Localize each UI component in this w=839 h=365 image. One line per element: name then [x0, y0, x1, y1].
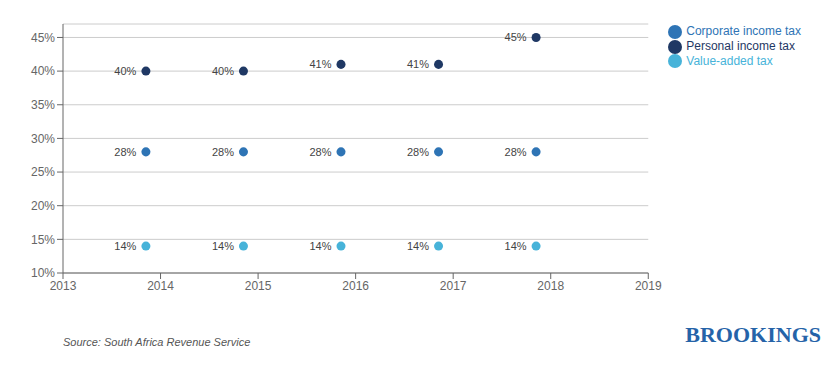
svg-text:45%: 45% [31, 31, 55, 45]
svg-text:28%: 28% [212, 146, 234, 158]
svg-text:14%: 14% [114, 240, 136, 252]
svg-text:40%: 40% [114, 65, 136, 77]
svg-text:2013: 2013 [50, 279, 77, 293]
svg-text:28%: 28% [114, 146, 136, 158]
svg-text:2015: 2015 [245, 279, 272, 293]
svg-text:41%: 41% [309, 58, 331, 70]
svg-text:41%: 41% [407, 58, 429, 70]
svg-text:14%: 14% [309, 240, 331, 252]
svg-text:10%: 10% [31, 266, 55, 280]
svg-text:40%: 40% [31, 64, 55, 78]
svg-text:45%: 45% [505, 31, 527, 43]
svg-text:35%: 35% [31, 98, 55, 112]
svg-text:40%: 40% [212, 65, 234, 77]
html-text:Value-added tax: Value-added tax [686, 53, 773, 68]
svg-text:14%: 14% [505, 240, 527, 252]
svg-text:30%: 30% [31, 132, 55, 146]
html-text:Personal income tax: Personal income tax [686, 38, 795, 53]
html-text:BROOKINGS: BROOKINGS [685, 322, 821, 347]
svg-text:2014: 2014 [147, 279, 174, 293]
svg-text:14%: 14% [407, 240, 429, 252]
svg-text:28%: 28% [407, 146, 429, 158]
svg-text:2018: 2018 [537, 279, 564, 293]
svg-text:2019: 2019 [635, 279, 662, 293]
svg-text:15%: 15% [31, 233, 55, 247]
html-text:Source: South Africa Revenue S: Source: South Africa Revenue Service [63, 336, 251, 348]
svg-text:2016: 2016 [342, 279, 369, 293]
svg-text:2017: 2017 [440, 279, 467, 293]
svg-text:14%: 14% [212, 240, 234, 252]
svg-text:28%: 28% [505, 146, 527, 158]
svg-text:25%: 25% [31, 165, 55, 179]
svg-text:28%: 28% [309, 146, 331, 158]
svg-text:20%: 20% [31, 199, 55, 213]
html-text:Corporate income tax: Corporate income tax [686, 24, 801, 38]
